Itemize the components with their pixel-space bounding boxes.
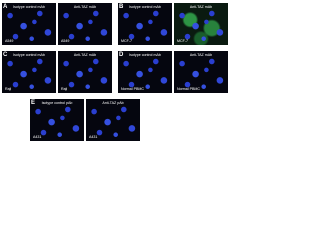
cell-line: MCF-7 xyxy=(121,39,132,43)
image-label: Anti-TAZ pAb xyxy=(102,101,124,105)
cell-line: Raji xyxy=(61,87,68,91)
micrograph: Isotype control mAb MCF-7 B xyxy=(118,3,172,45)
micrograph: Anti-TAZ mAb MCF-7 xyxy=(174,3,228,45)
nuclei xyxy=(118,51,172,93)
micrograph: Anti-TAZ mAb A549 xyxy=(58,3,112,45)
panel-letter: A xyxy=(3,4,8,10)
nuclei xyxy=(86,99,140,141)
panel: Isotype control mAb A549 A Anti-TAZ mAb A549 xyxy=(2,3,112,45)
nuclei xyxy=(174,3,228,45)
nuclei xyxy=(58,51,112,93)
cell-line: A549 xyxy=(5,39,14,43)
panel-letter: B xyxy=(119,4,124,10)
micrograph: Anti-TAZ mAb Raji xyxy=(58,51,112,93)
nuclei xyxy=(118,3,172,45)
panel: Isotype control mAb Raji C Anti-TAZ mAb Raji xyxy=(2,51,112,93)
cell-line: MCF-7 xyxy=(177,39,188,43)
image-label: Isotype control mAb xyxy=(129,53,161,57)
panel-letter: D xyxy=(119,52,124,58)
cell-line: Normal PBMC xyxy=(121,87,144,91)
image-label: Isotype control mAb xyxy=(129,5,161,9)
image-label: Isotype control pAb xyxy=(41,101,73,105)
nuclei xyxy=(58,3,112,45)
image-label: Anti-TAZ mAb xyxy=(189,5,213,9)
image-label: Anti-TAZ mAb xyxy=(189,53,213,57)
image-label: Anti-TAZ mAb xyxy=(73,53,97,57)
nuclei xyxy=(2,51,56,93)
cell-line: A549 xyxy=(61,39,70,43)
figure: Isotype control mAb A549 A Anti-TAZ mAb A549… xyxy=(0,0,230,150)
micrograph: Isotype control mAb Raji C xyxy=(2,51,56,93)
panel: Isotype control mAb Normal PBMC D Anti-TAZ … xyxy=(118,51,228,93)
cell-line: Raji xyxy=(5,87,12,91)
panel: Isotype control mAb MCF-7 B Anti-TAZ mAb MCF… xyxy=(118,3,228,45)
panel: Isotype control pAb A431 E Anti-TAZ pAb A431 xyxy=(30,99,140,141)
nuclei xyxy=(2,3,56,45)
micrograph: Isotype control mAb Normal PBMC D xyxy=(118,51,172,93)
micrograph: Anti-TAZ pAb A431 xyxy=(86,99,140,141)
image-label: Isotype control mAb xyxy=(13,53,45,57)
cell-line: A431 xyxy=(33,135,42,139)
panel-letter: C xyxy=(3,52,8,58)
micrograph: Isotype control mAb A549 A xyxy=(2,3,56,45)
micrograph: Anti-TAZ mAb Normal PBMC xyxy=(174,51,228,93)
nuclei xyxy=(174,51,228,93)
image-label: Isotype control mAb xyxy=(13,5,45,9)
micrograph: Isotype control pAb A431 E xyxy=(30,99,84,141)
nuclei xyxy=(30,99,84,141)
cell-line: Normal PBMC xyxy=(177,87,200,91)
cell-line: A431 xyxy=(89,135,98,139)
panel-letter: E xyxy=(31,100,36,106)
image-label: Anti-TAZ mAb xyxy=(73,5,97,9)
